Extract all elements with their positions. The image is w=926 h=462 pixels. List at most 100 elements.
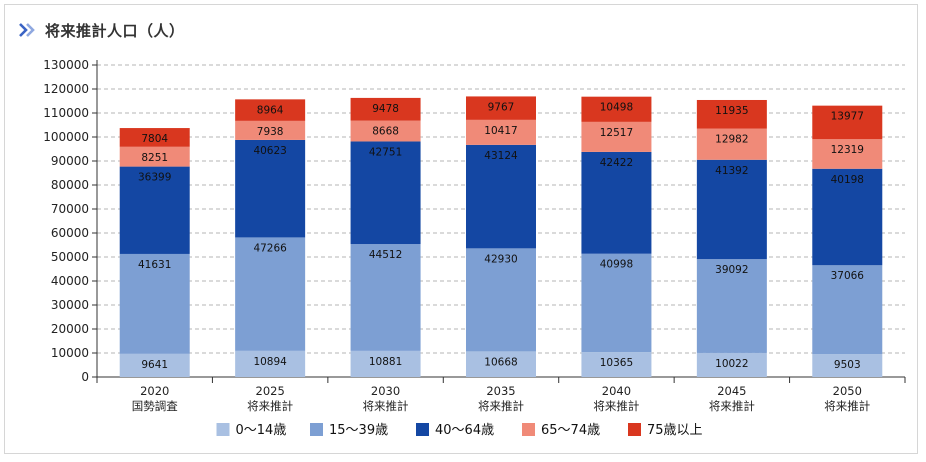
x-tick-label-year: 2040 — [602, 384, 631, 398]
data-label: 10668 — [484, 356, 517, 368]
bar-segment — [466, 248, 536, 352]
data-label: 42751 — [369, 146, 402, 158]
data-label: 39092 — [715, 264, 748, 276]
y-tick-label: 80000 — [51, 178, 89, 192]
bar-segment — [812, 168, 883, 266]
data-label: 37066 — [831, 270, 865, 282]
legend-label: 15～39歳 — [329, 423, 388, 438]
data-label: 10881 — [369, 356, 402, 368]
y-tick-label: 30000 — [51, 298, 89, 312]
data-label: 10498 — [600, 102, 633, 114]
y-tick-label: 110000 — [43, 106, 89, 120]
bar-segment — [696, 99, 767, 129]
data-label: 12517 — [600, 127, 633, 139]
data-label: 9641 — [141, 359, 168, 371]
data-label: 10022 — [715, 358, 748, 370]
bar-segment — [350, 350, 421, 377]
bar-segment — [235, 237, 306, 351]
bar-segment — [696, 352, 767, 377]
bar-segment — [350, 244, 421, 351]
data-label: 40198 — [831, 174, 864, 186]
y-tick-label: 60000 — [51, 226, 89, 240]
data-label: 42422 — [600, 157, 633, 169]
bar-segment — [119, 353, 190, 377]
y-tick-label: 100000 — [43, 130, 89, 144]
x-tick-label-type: 国勢調査 — [132, 399, 178, 413]
bar-segment — [350, 97, 421, 121]
data-label: 12319 — [831, 144, 864, 156]
legend-label: 40～64歳 — [435, 423, 494, 438]
bar-segment — [812, 354, 883, 377]
bar-segment — [581, 151, 652, 254]
y-tick-label: 10000 — [51, 346, 89, 360]
y-tick-label: 40000 — [51, 274, 89, 288]
legend-label: 65～74歳 — [541, 423, 600, 438]
bar-segment — [235, 350, 306, 377]
bar-segment — [466, 144, 536, 249]
data-label: 9503 — [834, 359, 861, 371]
bar-segment — [119, 146, 190, 167]
legend-swatch — [216, 423, 230, 436]
y-tick-label: 50000 — [51, 250, 89, 264]
bar-segment — [696, 159, 767, 260]
x-tick-label-year: 2020 — [140, 384, 169, 398]
data-label: 41392 — [715, 165, 748, 177]
data-label: 43124 — [484, 150, 518, 162]
data-label: 40998 — [600, 259, 633, 271]
bar-segment — [466, 119, 536, 145]
bar-segment — [350, 120, 421, 142]
y-tick-label: 130000 — [43, 58, 89, 72]
bar-segment — [812, 265, 883, 355]
legend-swatch — [416, 423, 429, 436]
bar-segment — [235, 99, 306, 121]
data-label: 44512 — [369, 249, 402, 261]
y-tick-label: 20000 — [51, 322, 89, 336]
x-tick-label-year: 2050 — [833, 384, 862, 398]
data-label: 47266 — [253, 242, 287, 254]
data-label: 9478 — [372, 103, 399, 115]
legend-label: 75歳以上 — [647, 423, 703, 438]
x-tick-label-type: 将来推計 — [478, 399, 524, 413]
data-label: 36399 — [138, 172, 171, 184]
y-tick-label: 70000 — [51, 202, 89, 216]
legend-label: 0～14歳 — [236, 423, 287, 438]
bar-segment — [350, 141, 421, 245]
bar-segment — [696, 259, 767, 353]
x-tick-label-year: 2025 — [256, 384, 285, 398]
data-label: 41631 — [138, 259, 171, 271]
bar-segment — [119, 128, 190, 147]
x-tick-label-type: 将来推計 — [247, 399, 293, 413]
y-tick-label: 0 — [81, 370, 89, 384]
bar-segment — [235, 120, 306, 140]
chart-title: 将来推計人口（人） — [45, 21, 185, 40]
x-tick-label-year: 2035 — [486, 384, 515, 398]
data-label: 13977 — [831, 111, 864, 123]
x-tick-label-type: 将来推計 — [593, 399, 639, 413]
bar-segment — [581, 253, 652, 353]
data-label: 7938 — [257, 126, 284, 138]
data-label: 12982 — [715, 134, 748, 146]
bar-segment — [119, 166, 190, 254]
bar-segment — [119, 253, 190, 354]
title-bar: 将来推計人口（人） — [19, 19, 185, 41]
data-label: 10894 — [253, 356, 287, 368]
legend-swatch — [522, 423, 535, 436]
bar-segment — [235, 139, 306, 238]
bar-segment — [466, 351, 536, 377]
legend-swatch — [310, 423, 323, 436]
data-label: 11935 — [715, 105, 748, 117]
x-tick-label-year: 2030 — [371, 384, 400, 398]
data-label: 9767 — [488, 101, 515, 113]
x-tick-label-type: 将来推計 — [824, 399, 870, 413]
data-label: 40623 — [253, 145, 286, 157]
x-tick-label-type: 将来推計 — [709, 399, 755, 413]
data-label: 8964 — [257, 104, 284, 116]
data-label: 7804 — [141, 133, 168, 145]
x-tick-label-year: 2045 — [717, 384, 746, 398]
data-label: 10365 — [600, 357, 633, 369]
bar-segment — [812, 105, 883, 140]
x-tick-label-type: 将来推計 — [363, 399, 409, 413]
bar-segment — [812, 139, 883, 169]
bar-segment — [466, 96, 536, 120]
